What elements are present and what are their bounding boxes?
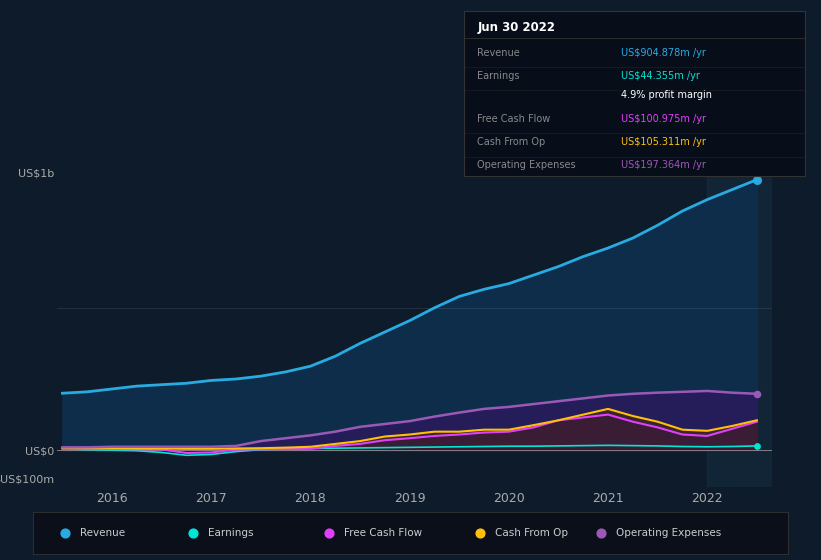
Text: Operating Expenses: Operating Expenses bbox=[616, 529, 721, 538]
Text: Revenue: Revenue bbox=[80, 529, 125, 538]
Text: US$44.355m /yr: US$44.355m /yr bbox=[621, 71, 699, 81]
Text: Free Cash Flow: Free Cash Flow bbox=[344, 529, 422, 538]
Text: US$100.975m /yr: US$100.975m /yr bbox=[621, 114, 705, 124]
Point bbox=[186, 529, 200, 538]
Text: Cash From Op: Cash From Op bbox=[478, 137, 546, 147]
Point bbox=[750, 441, 764, 450]
Text: US$904.878m /yr: US$904.878m /yr bbox=[621, 48, 705, 58]
Text: Operating Expenses: Operating Expenses bbox=[478, 160, 576, 170]
Text: Cash From Op: Cash From Op bbox=[495, 529, 568, 538]
Text: Free Cash Flow: Free Cash Flow bbox=[478, 114, 551, 124]
Point bbox=[323, 529, 336, 538]
Text: Earnings: Earnings bbox=[478, 71, 520, 81]
Point bbox=[750, 175, 764, 184]
Text: Jun 30 2022: Jun 30 2022 bbox=[478, 21, 556, 34]
Point bbox=[750, 389, 764, 398]
Point bbox=[594, 529, 608, 538]
Point bbox=[474, 529, 487, 538]
Text: US$197.364m /yr: US$197.364m /yr bbox=[621, 160, 705, 170]
Text: 4.9% profit margin: 4.9% profit margin bbox=[621, 91, 712, 100]
Point bbox=[58, 529, 71, 538]
Bar bbox=[707, 151, 772, 487]
Text: US$105.311m /yr: US$105.311m /yr bbox=[621, 137, 705, 147]
Text: Revenue: Revenue bbox=[478, 48, 521, 58]
Text: Earnings: Earnings bbox=[208, 529, 254, 538]
